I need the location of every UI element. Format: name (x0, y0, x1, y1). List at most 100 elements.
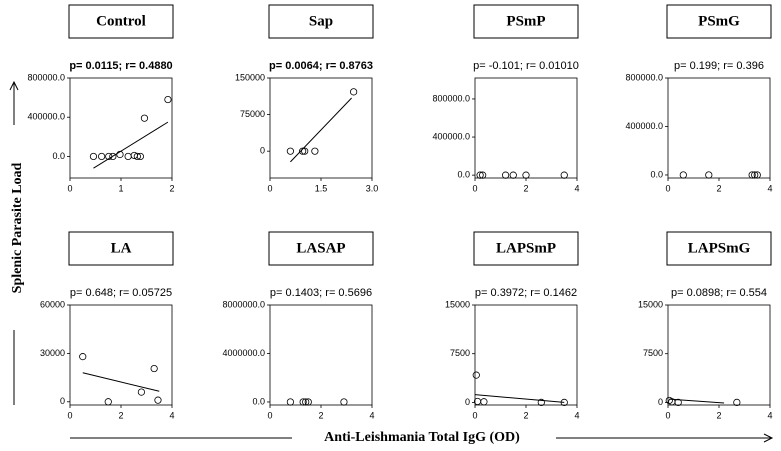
data-point (98, 152, 106, 161)
annotation: p= 0.0064; r= 0.8763 (269, 60, 373, 72)
y-arrow-head (9, 80, 19, 91)
data-point (501, 171, 510, 179)
data-point (751, 171, 759, 179)
x-tick-label: 2 (523, 183, 528, 193)
panel-title: LAPSmG (688, 240, 751, 256)
data-point (350, 88, 358, 96)
title-box (473, 231, 579, 266)
annotation: p= 0.648; r= 0.05725 (70, 287, 172, 299)
fit-line (474, 394, 565, 403)
y-tick-label: 0.0 (52, 151, 65, 161)
data-point (480, 398, 488, 406)
y-tick-label: 4000000.0 (222, 348, 265, 358)
data-point (89, 152, 98, 161)
data-point (674, 398, 682, 407)
data-point (286, 398, 294, 406)
y-tick-label: 7500 (643, 348, 663, 358)
data-point (537, 398, 545, 407)
y-tick-label: 0.0 (457, 170, 470, 180)
title-box (268, 4, 374, 39)
data-point (705, 171, 713, 179)
data-point (133, 152, 141, 161)
y-tick-label: 8000000.0 (222, 299, 265, 309)
data-point (150, 364, 158, 373)
fit-line (93, 121, 169, 169)
x-tick-label: 0 (267, 410, 272, 420)
x-tick-label: 1 (118, 183, 123, 193)
title-box (666, 4, 772, 39)
data-point (509, 171, 517, 179)
annotation: p= -0.101; r= 0.01010 (473, 60, 579, 72)
x-tick-label: 2 (716, 183, 721, 193)
data-point (560, 171, 568, 179)
x-tick-label: 4 (169, 410, 174, 420)
x-tick-label: 3.0 (366, 183, 379, 193)
data-point (304, 398, 312, 406)
y-tick-label: 800000.0 (625, 72, 663, 82)
y-tick-label: 15000 (445, 299, 470, 309)
data-point (748, 171, 756, 179)
x-tick-label: 4 (767, 410, 772, 420)
y-tick-label: 800000.0 (27, 72, 65, 82)
title-box (473, 4, 579, 39)
y-tick-label: 0 (260, 146, 265, 156)
y-tick-label: 400000.0 (27, 112, 65, 122)
y-tick-label: 800000.0 (432, 93, 470, 103)
data-point (472, 371, 480, 379)
x-tick-label: 2 (169, 183, 174, 193)
y-tick-label: 15000 (638, 299, 663, 309)
plot-frame (667, 77, 771, 179)
title-box (68, 4, 174, 39)
y-tick-label: 75000 (240, 109, 265, 119)
y-tick-label: 400000.0 (432, 131, 470, 141)
data-point (124, 152, 132, 161)
panel-title: Control (96, 13, 146, 29)
title-box (268, 231, 374, 266)
plot-frame (474, 304, 578, 406)
plot-frame (667, 304, 771, 406)
annotation: p= 0.199; r= 0.396 (674, 60, 764, 72)
y-tick-label: 0 (658, 397, 663, 407)
panel-title: LA (111, 240, 132, 256)
x-tick-label: 4 (574, 183, 579, 193)
fit-line (82, 372, 160, 392)
x-axis-label: Anti-Leishmania Total IgG (OD) (324, 430, 520, 445)
panel-title: PSmP (506, 13, 545, 29)
y-axis-label: Splenic Parasite Load (10, 162, 25, 293)
y-tick-label: 30000 (40, 348, 65, 358)
data-point (733, 398, 741, 407)
panel-title: Sap (309, 13, 333, 29)
y-tick-label: 0.0 (252, 396, 265, 406)
data-point (137, 388, 145, 396)
title-box (68, 231, 174, 266)
data-point (140, 114, 149, 122)
x-tick-label: 0 (472, 410, 477, 420)
data-point (164, 95, 172, 104)
panel-title: LAPSmP (496, 240, 556, 256)
plot-frame (474, 77, 578, 179)
data-point (104, 398, 112, 406)
data-point (679, 171, 687, 179)
x-tick-label: 4 (574, 410, 579, 420)
x-tick-label: 0 (267, 183, 272, 193)
data-point (476, 171, 484, 179)
x-tick-label: 0 (67, 410, 72, 420)
data-point (560, 398, 568, 407)
y-tick-label: 0 (60, 396, 65, 406)
data-point (311, 147, 319, 155)
data-point (286, 147, 294, 155)
y-tick-label: 7500 (450, 348, 470, 358)
data-point (522, 171, 530, 179)
y-tick-label: 400000.0 (625, 121, 663, 131)
data-point (79, 353, 87, 361)
data-point (301, 147, 309, 155)
data-point (302, 398, 310, 406)
annotation: p= 0.0115; r= 0.4880 (69, 60, 172, 72)
data-point (753, 171, 761, 179)
x-tick-label: 4 (369, 410, 374, 420)
annotation: p= 0.3972; r= 0.1462 (475, 287, 577, 299)
fit-line (669, 398, 725, 404)
title-box (666, 231, 772, 266)
y-tick-label: 60000 (40, 299, 65, 309)
